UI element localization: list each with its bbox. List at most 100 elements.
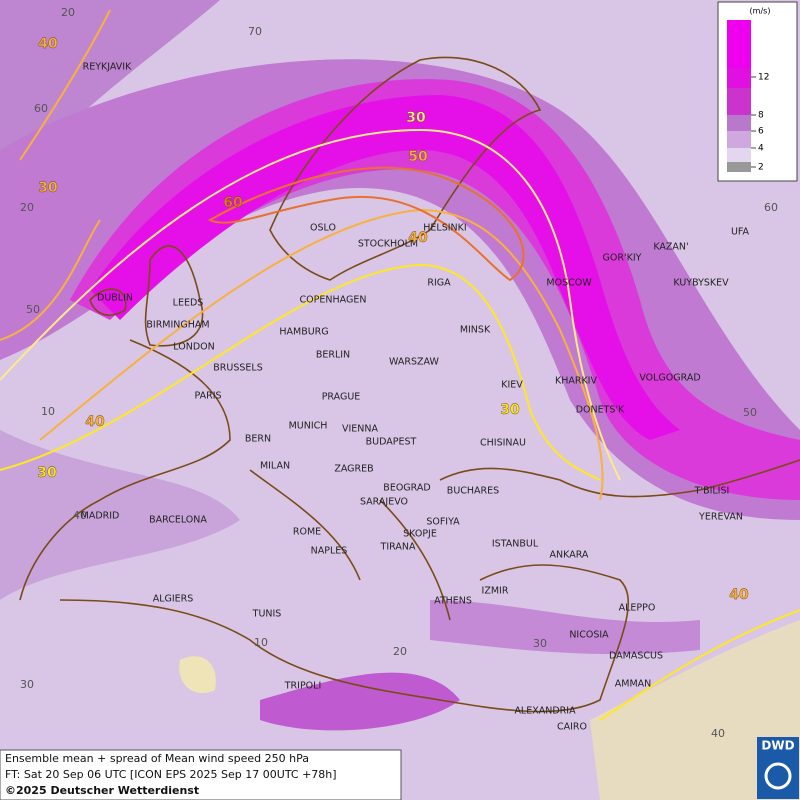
grid-label: 20 (61, 6, 75, 19)
city-label: ZAGREB (334, 464, 373, 475)
grid-label: 20 (20, 201, 34, 214)
coastlines (19, 56, 800, 713)
city-label: SKOPJE (403, 529, 437, 540)
city-label: ATHENS (434, 596, 472, 607)
city-label: PRAGUE (322, 392, 361, 403)
cities: REYKJAVIK OSLO HELSINKI STOCKHOLM RIGA MOSCOW… (81, 62, 750, 733)
legend-swatch (727, 162, 751, 172)
city-label: BUDAPEST (366, 437, 417, 448)
contour-label: 30 (38, 180, 58, 196)
city-label: ALGIERS (153, 594, 194, 605)
city-label: VOLGOGRAD (639, 373, 700, 384)
city-label: HAMBURG (279, 327, 328, 338)
contours (0, 9, 800, 721)
contour-label: 30 (500, 402, 520, 418)
legend-swatch (727, 88, 751, 115)
city-label: OSLO (310, 223, 336, 234)
grid-label: 60 (764, 201, 778, 214)
grid-label: 50 (743, 406, 757, 419)
legend-swatch (727, 115, 751, 131)
legend-swatch (727, 148, 751, 162)
city-label: NICOSIA (569, 630, 609, 641)
city-label: DAMASCUS (609, 651, 663, 662)
city-label: WARSZAW (389, 357, 439, 368)
city-label: BERN (245, 434, 271, 445)
city-label: AMMAN (615, 679, 652, 690)
city-label: ISTANBUL (492, 539, 539, 550)
city-label: UFA (731, 227, 750, 238)
city-label: TRIPOLI (284, 681, 322, 692)
city-label: COPENHAGEN (300, 295, 367, 306)
contour-label: 30 (406, 110, 426, 126)
city-label: MADRID (81, 511, 120, 522)
city-label: ANKARA (550, 550, 589, 561)
city-label: LONDON (173, 342, 214, 353)
city-label: PARIS (194, 391, 221, 402)
city-label: SARAJEVO (360, 497, 408, 508)
city-label: BUCHARES (447, 486, 499, 497)
city-label: STOCKHOLM (358, 239, 418, 250)
city-label: IZMIR (482, 586, 509, 597)
city-label: KHARKIV (555, 376, 598, 387)
city-label: TUNIS (252, 609, 282, 620)
grid-label: 20 (393, 645, 407, 658)
city-label: KAZAN' (653, 242, 688, 253)
city-label: KIEV (501, 380, 523, 391)
city-label: BIRMINGHAM (146, 320, 209, 331)
legend-tick-label: 12 (758, 73, 769, 83)
footer-title: Ensemble mean + spread of Mean wind spee… (5, 752, 309, 765)
legend-tick-label: 2 (758, 163, 764, 173)
city-label: RIGA (427, 278, 451, 289)
grid-label: 50 (26, 303, 40, 316)
city-label: CHISINAU (480, 438, 526, 449)
legend-tick-label: 4 (758, 144, 764, 154)
footer-time: FT: Sat 20 Sep 06 UTC [ICON EPS 2025 Sep… (5, 768, 337, 781)
city-label: VIENNA (342, 424, 379, 435)
city-label: ALEPPO (619, 603, 656, 614)
logo-text: DWD (761, 739, 794, 753)
legend-ticks: 12 8 6 4 2 (751, 73, 769, 173)
city-label: MINSK (460, 325, 491, 336)
city-label: HELSINKI (423, 223, 466, 234)
legend-swatch (727, 20, 751, 68)
city-label: T'BILISI (694, 486, 730, 497)
city-label: BERLIN (316, 350, 350, 361)
city-label: KUYBYSKEV (673, 278, 729, 289)
city-label: CAIRO (557, 722, 587, 733)
contour-label: 40 (85, 414, 105, 430)
legend-tick-label: 8 (758, 111, 764, 121)
contour-label: 60 (223, 195, 243, 211)
legend-unit: (m/s) (750, 7, 771, 16)
grid-label: 30 (20, 678, 34, 691)
city-label: DUBLIN (97, 293, 133, 304)
city-label: MILAN (260, 461, 290, 472)
city-label: SOFIYA (426, 517, 460, 528)
city-label: LEEDS (173, 298, 204, 309)
grid-label: 40 (73, 509, 87, 522)
contour-label: 30 (37, 465, 57, 481)
grid-label: 30 (533, 637, 547, 650)
contour-label: 40 (38, 36, 58, 52)
city-label: REYKJAVIK (83, 62, 132, 73)
grid-label: 40 (711, 727, 725, 740)
grid-labels: 20 70 60 20 50 10 40 60 50 10 20 30 30 40 (20, 6, 778, 740)
footer-copyright: ©2025 Deutscher Wetterdienst (5, 784, 199, 797)
grid-label: 70 (248, 25, 262, 38)
city-label: YEREVAN (698, 512, 743, 523)
city-label: DONETS'K (576, 405, 625, 416)
contour-labels: 40 30 30 50 60 40 40 30 30 40 (37, 36, 749, 603)
contour-label: 50 (408, 149, 428, 165)
grid-label: 10 (254, 636, 268, 649)
logo-swirl (764, 762, 792, 790)
city-label: NAPLES (311, 546, 348, 557)
legend-swatch (727, 68, 751, 88)
grid-label: 60 (34, 102, 48, 115)
contour-label: 40 (408, 230, 428, 246)
legend-swatch (727, 131, 751, 148)
city-label: TIRANA (380, 542, 416, 553)
grid-label: 10 (41, 405, 55, 418)
legend-tick-label: 6 (758, 127, 764, 137)
city-label: BEOGRAD (383, 483, 430, 494)
city-label: BRUSSELS (213, 363, 262, 374)
